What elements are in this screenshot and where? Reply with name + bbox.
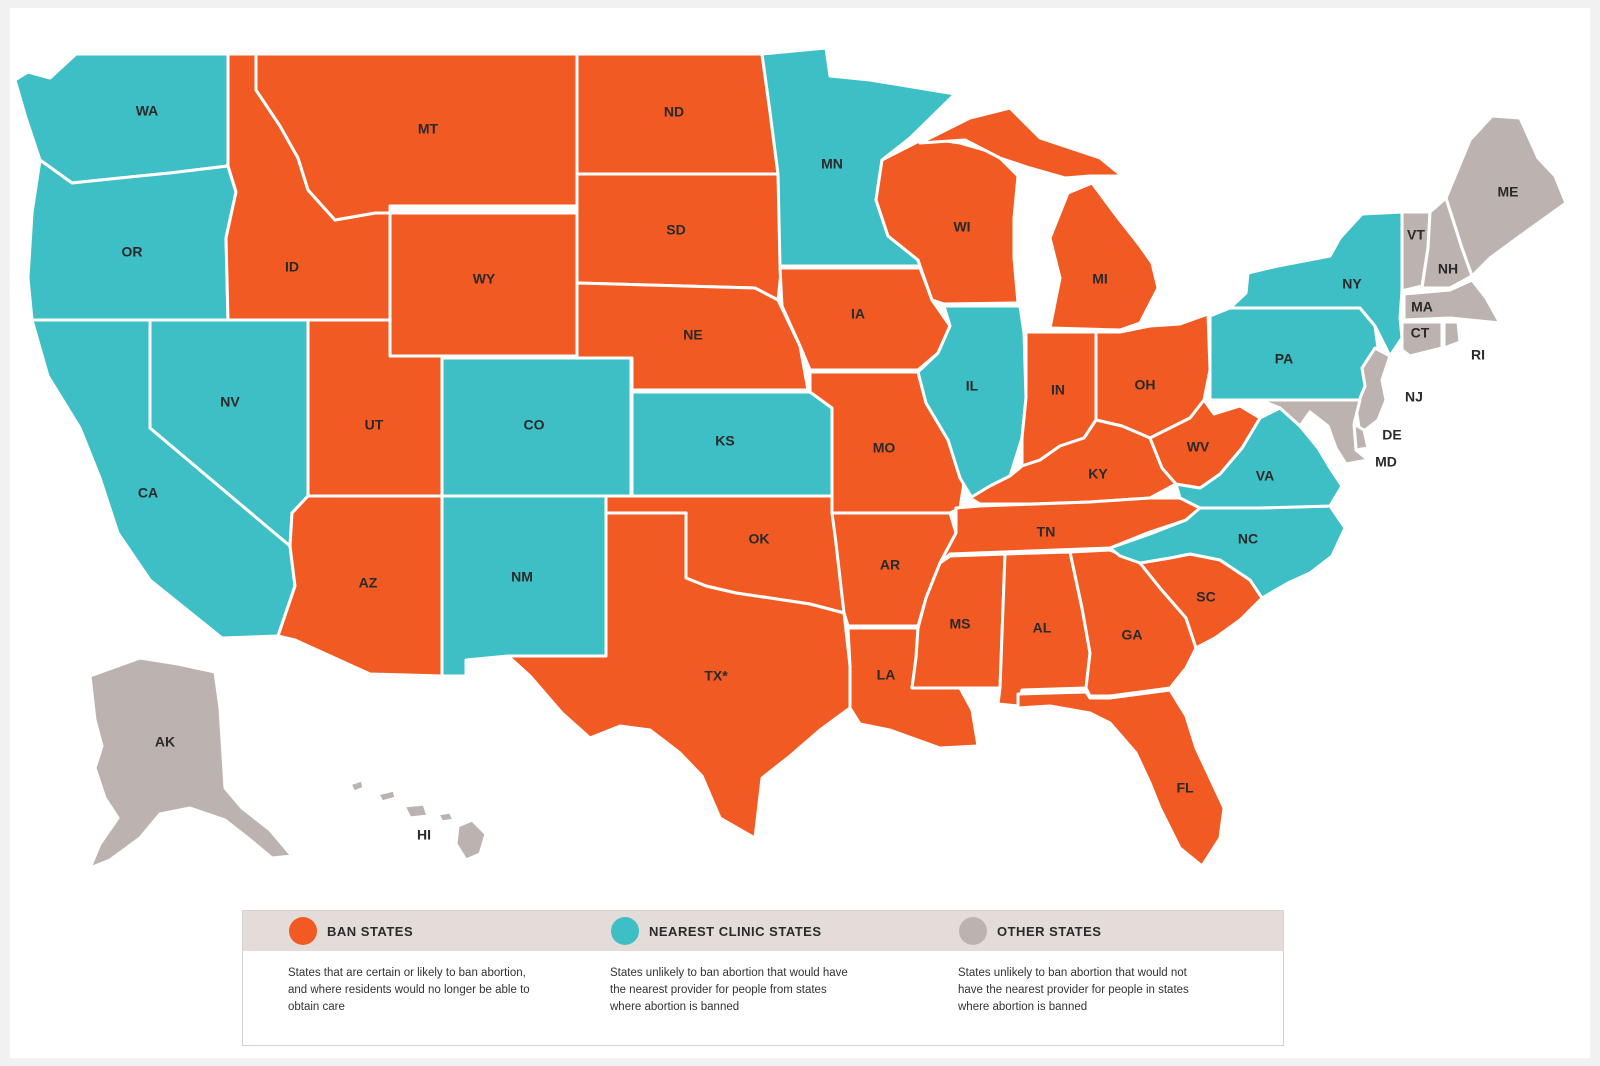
state-label-mi: MI	[1092, 271, 1108, 287]
state-label-ks: KS	[715, 433, 734, 449]
state-wi	[874, 136, 1020, 306]
state-label-nd: ND	[664, 104, 684, 120]
state-label-or: OR	[122, 244, 143, 260]
state-nj	[1354, 346, 1392, 436]
state-label-nc: NC	[1238, 531, 1258, 547]
legend-title-ban: BAN STATES	[327, 924, 414, 939]
legend: BAN STATES States that are certain or li…	[242, 910, 1284, 1046]
map-frame: WA OR CA NV ID MT WY UT AZ CO NM ND SD NE KS OK TX* MN IA M…	[10, 8, 1590, 1058]
state-label-md: MD	[1375, 454, 1397, 470]
legend-desc-nearest-clinic: States unlikely to ban abortion that wou…	[610, 967, 848, 1013]
state-label-ct: CT	[1411, 325, 1430, 341]
state-label-wa: WA	[136, 103, 159, 119]
state-label-nm: NM	[511, 569, 533, 585]
state-label-ak: AK	[155, 734, 175, 750]
legend-header	[243, 911, 1283, 951]
state-label-ri: RI	[1471, 347, 1485, 363]
state-label-me: ME	[1498, 184, 1519, 200]
legend-desc-other: States unlikely to ban abortion that wou…	[958, 967, 1189, 1013]
state-label-il: IL	[966, 378, 979, 394]
us-map: WA OR CA NV ID MT WY UT AZ CO NM ND SD NE KS OK TX* MN IA M…	[13, 46, 1568, 870]
state-label-nh: NH	[1438, 261, 1458, 277]
state-label-wi: WI	[953, 219, 970, 235]
state-label-sd: SD	[666, 222, 685, 238]
state-label-az: AZ	[359, 575, 378, 591]
state-label-de: DE	[1382, 427, 1401, 443]
state-md	[1258, 398, 1370, 466]
state-nm	[440, 494, 608, 678]
state-label-mn: MN	[821, 156, 843, 172]
state-label-vt: VT	[1407, 227, 1425, 243]
state-label-sc: SC	[1196, 589, 1215, 605]
state-label-ca: CA	[138, 485, 158, 501]
state-label-va: VA	[1256, 468, 1274, 484]
state-label-mo: MO	[873, 440, 896, 456]
state-ma	[1402, 278, 1502, 325]
state-label-wy: WY	[473, 271, 496, 287]
state-label-ut: UT	[365, 417, 384, 433]
state-label-ny: NY	[1342, 276, 1362, 292]
state-label-tx: TX*	[704, 668, 728, 684]
state-label-la: LA	[877, 667, 896, 683]
state-tx	[506, 511, 852, 840]
legend-desc-ban: States that are certain or likely to ban…	[288, 967, 530, 1013]
state-label-ok: OK	[749, 531, 770, 547]
state-label-fl: FL	[1176, 780, 1194, 796]
state-ms	[910, 552, 1007, 690]
state-nc	[1108, 504, 1347, 600]
other-swatch-icon	[959, 917, 987, 945]
state-ia	[778, 266, 952, 372]
state-or	[26, 158, 238, 322]
state-label-ne: NE	[683, 327, 702, 343]
nearest-clinic-swatch-icon	[611, 917, 639, 945]
state-label-al: AL	[1033, 620, 1052, 636]
legend-title-other: OTHER STATES	[997, 924, 1102, 939]
state-label-ia: IA	[851, 306, 865, 322]
state-label-oh: OH	[1135, 377, 1156, 393]
state-mi	[918, 106, 1160, 332]
state-label-hi: HI	[417, 827, 431, 843]
state-label-ga: GA	[1122, 627, 1143, 643]
state-label-nv: NV	[220, 394, 240, 410]
state-pa	[1208, 306, 1380, 402]
state-label-ky: KY	[1088, 466, 1108, 482]
state-label-pa: PA	[1275, 351, 1293, 367]
state-label-nj: NJ	[1405, 389, 1423, 405]
state-label-id: ID	[285, 259, 299, 275]
state-label-ar: AR	[880, 557, 900, 573]
state-ri	[1442, 320, 1462, 350]
state-label-ma: MA	[1411, 299, 1433, 315]
state-wv	[1148, 398, 1262, 490]
state-label-tn: TN	[1037, 524, 1056, 540]
state-hi	[348, 778, 488, 862]
ban-swatch-icon	[289, 917, 317, 945]
state-ct	[1400, 320, 1444, 358]
state-label-ms: MS	[950, 616, 971, 632]
state-label-mt: MT	[418, 121, 439, 137]
state-fl	[1016, 688, 1226, 868]
state-ak	[88, 656, 294, 870]
state-label-in: IN	[1051, 382, 1065, 398]
state-label-wv: WV	[1187, 439, 1210, 455]
state-ne	[575, 281, 810, 392]
state-label-co: CO	[524, 417, 545, 433]
state-me	[1444, 114, 1568, 278]
legend-title-nearest-clinic: NEAREST CLINIC STATES	[649, 924, 822, 939]
